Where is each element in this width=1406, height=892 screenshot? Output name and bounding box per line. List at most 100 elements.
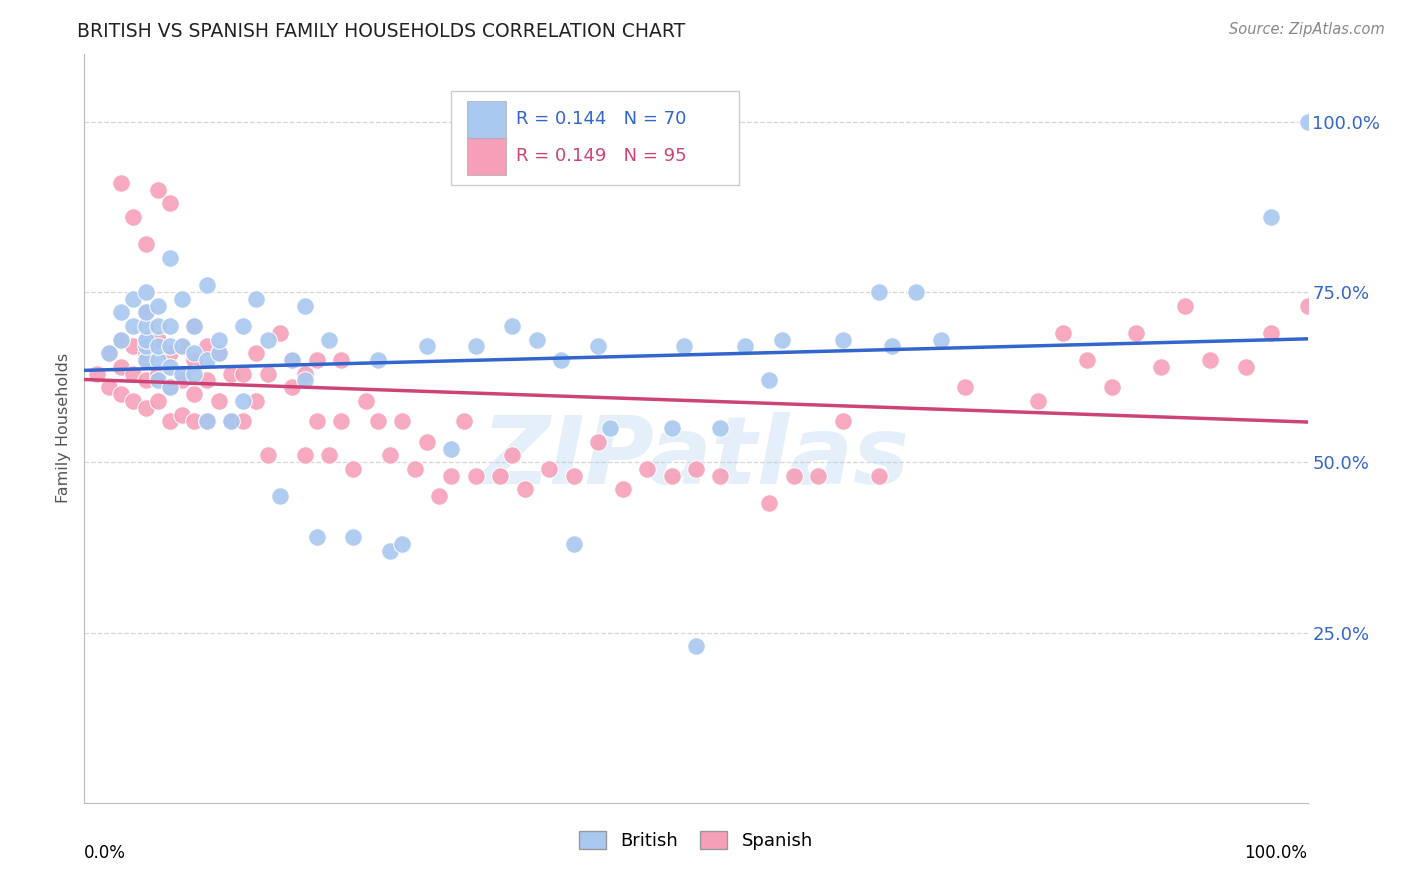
Point (146, 374, 169, 388)
Point (159, 359, 181, 374)
Point (146, 339, 169, 353)
Point (135, 339, 157, 353)
Point (232, 367, 254, 381)
Point (146, 353, 169, 368)
Point (245, 346, 267, 360)
Point (135, 285, 157, 299)
Point (97, 380, 120, 394)
Point (502, 318, 524, 333)
Point (318, 449, 340, 463)
Text: 100.0%: 100.0% (1244, 844, 1308, 862)
Point (122, 393, 145, 408)
Point (219, 414, 242, 428)
Point (281, 353, 304, 368)
Point (159, 196, 181, 211)
Point (709, 421, 731, 435)
Point (172, 408, 194, 422)
Point (734, 339, 756, 353)
Point (110, 359, 132, 374)
Point (404, 462, 426, 476)
Point (110, 305, 132, 319)
Point (232, 393, 254, 408)
Point (294, 299, 316, 313)
Point (159, 251, 181, 265)
Point (586, 339, 609, 353)
Point (1260, 326, 1282, 340)
Point (281, 353, 304, 368)
Text: R = 0.144   N = 70: R = 0.144 N = 70 (516, 111, 686, 128)
Point (183, 414, 205, 428)
Point (195, 414, 218, 428)
Point (195, 339, 218, 353)
Point (281, 380, 304, 394)
Point (929, 333, 952, 347)
Point (195, 278, 218, 293)
Point (453, 414, 475, 428)
Point (440, 442, 463, 456)
FancyBboxPatch shape (451, 91, 738, 185)
Point (195, 353, 218, 368)
Point (1296, 114, 1319, 128)
Point (1028, 393, 1050, 408)
Point (195, 374, 218, 388)
Point (257, 333, 280, 347)
Point (172, 367, 194, 381)
Text: R = 0.149   N = 95: R = 0.149 N = 95 (516, 147, 686, 165)
Point (342, 530, 364, 544)
Point (586, 434, 609, 449)
Point (110, 333, 132, 347)
Point (1198, 353, 1220, 368)
Point (1174, 299, 1197, 313)
Point (1236, 359, 1258, 374)
Point (330, 414, 353, 428)
Point (672, 339, 695, 353)
Point (146, 183, 169, 197)
Point (135, 353, 157, 368)
Point (636, 462, 658, 476)
Point (183, 387, 205, 401)
Point (550, 353, 572, 368)
Point (342, 462, 364, 476)
Point (391, 414, 413, 428)
Point (1101, 380, 1123, 394)
FancyBboxPatch shape (467, 138, 506, 175)
Point (269, 326, 291, 340)
Point (159, 380, 181, 394)
Point (146, 333, 169, 347)
Point (427, 489, 450, 503)
Point (257, 449, 280, 463)
Point (135, 237, 157, 252)
Point (245, 393, 267, 408)
Point (135, 401, 157, 415)
Text: Source: ZipAtlas.com: Source: ZipAtlas.com (1229, 22, 1385, 37)
Point (318, 333, 340, 347)
Point (122, 318, 145, 333)
Point (135, 353, 157, 368)
Point (1260, 210, 1282, 224)
Point (97, 346, 120, 360)
Point (232, 414, 254, 428)
Point (146, 318, 169, 333)
Point (1296, 299, 1319, 313)
Point (489, 468, 512, 483)
Point (661, 468, 683, 483)
Point (172, 339, 194, 353)
Point (135, 346, 157, 360)
Text: BRITISH VS SPANISH FAMILY HOUSEHOLDS CORRELATION CHART: BRITISH VS SPANISH FAMILY HOUSEHOLDS COR… (77, 22, 686, 41)
Point (146, 393, 169, 408)
Point (464, 339, 486, 353)
Point (905, 285, 928, 299)
Point (135, 305, 157, 319)
Point (208, 393, 231, 408)
Point (183, 367, 205, 381)
Point (685, 462, 707, 476)
Point (159, 380, 181, 394)
Point (183, 346, 205, 360)
Point (208, 333, 231, 347)
Point (880, 339, 903, 353)
Point (330, 353, 353, 368)
Point (110, 333, 132, 347)
Point (305, 353, 328, 368)
Point (122, 210, 145, 224)
Point (183, 353, 205, 368)
